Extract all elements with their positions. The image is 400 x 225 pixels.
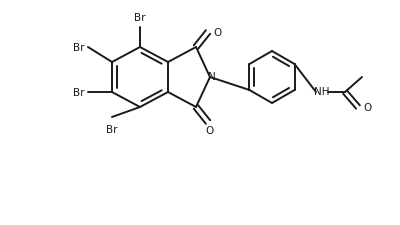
Text: N: N [208, 72, 216, 82]
Text: Br: Br [72, 43, 84, 53]
Text: O: O [364, 103, 372, 112]
Text: Br: Br [72, 88, 84, 98]
Text: Br: Br [134, 13, 146, 23]
Text: O: O [206, 126, 214, 135]
Text: Br: Br [106, 124, 118, 134]
Text: O: O [214, 28, 222, 38]
Text: NH: NH [314, 87, 330, 97]
